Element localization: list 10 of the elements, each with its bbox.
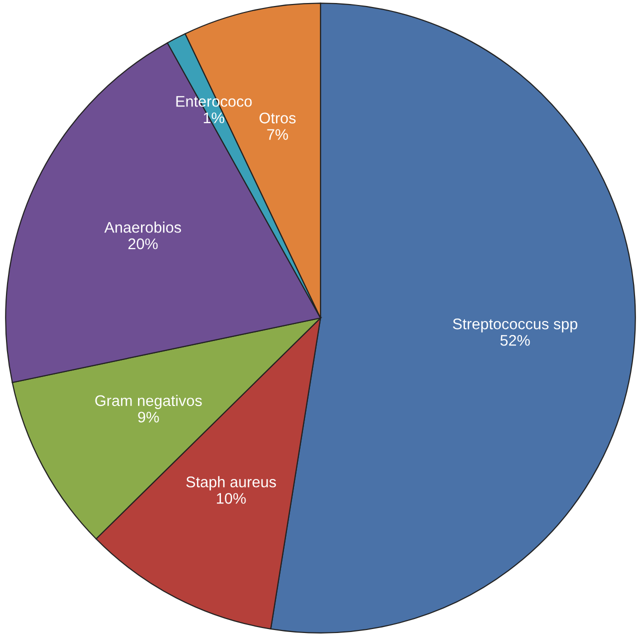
slice-label: Gram negativos (95, 394, 202, 410)
slice-label: Anaerobios (104, 222, 182, 233)
data-label: 20% (128, 238, 158, 250)
slice-label: Staph aureus (186, 476, 276, 490)
data-label: 9% (138, 412, 159, 423)
data-label: 10% (216, 493, 246, 504)
data-label: 52% (500, 334, 530, 346)
slice-label: Streptococcus spp (452, 318, 578, 332)
slice-label: Otros (260, 112, 296, 124)
data-label: 7% (267, 129, 288, 140)
